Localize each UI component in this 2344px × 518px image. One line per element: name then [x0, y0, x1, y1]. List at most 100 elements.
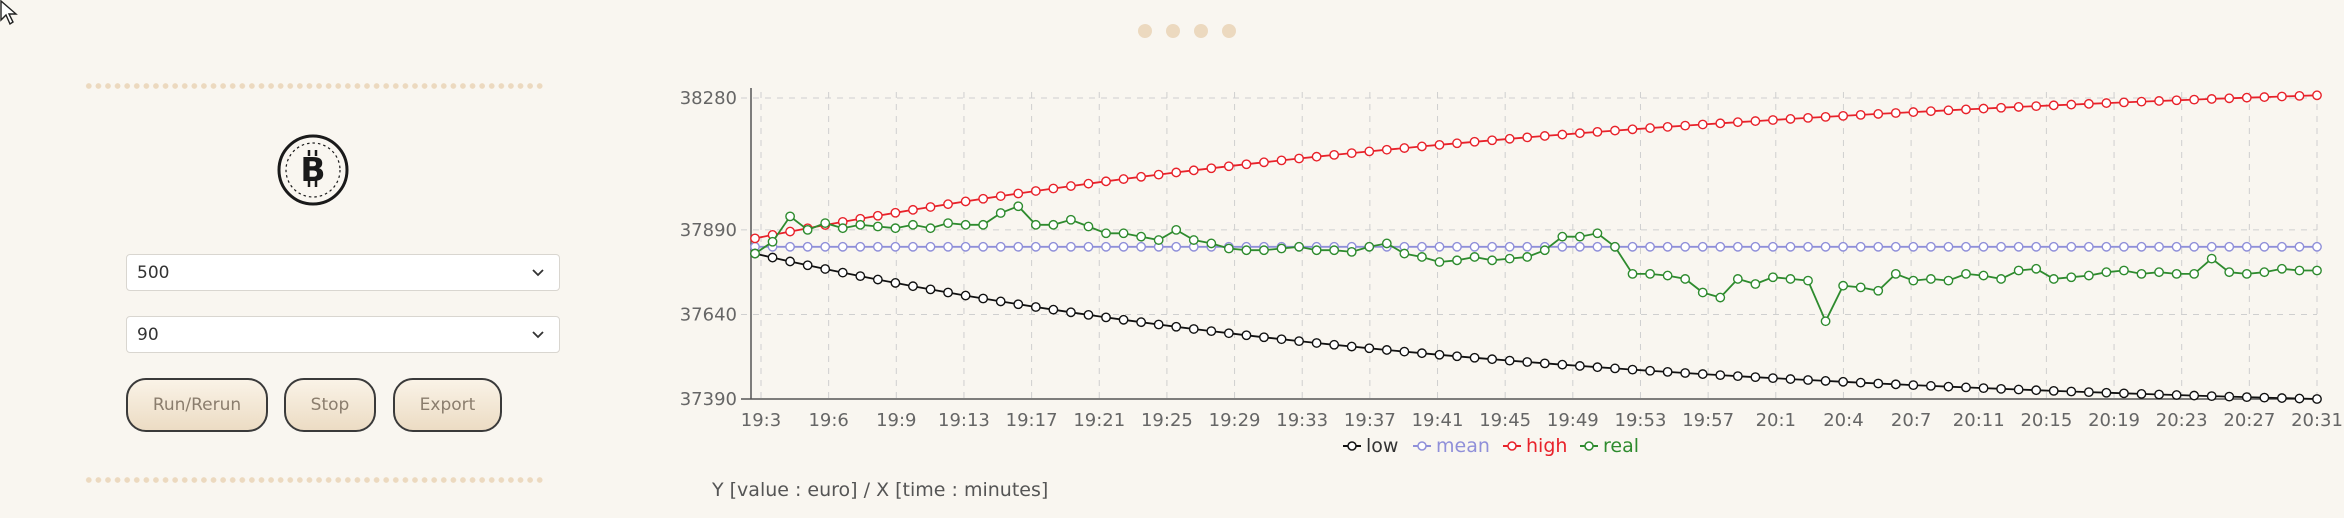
data-point-mean: [1768, 241, 1778, 252]
data-point-real: [1627, 268, 1638, 279]
data-point-low: [1662, 366, 1673, 377]
legend-marker-real: [1584, 441, 1594, 451]
data-point-mean: [2066, 241, 2077, 252]
series-line-high: [754, 94, 2318, 240]
amount-select[interactable]: 500: [126, 254, 560, 291]
data-point-high: [925, 202, 936, 212]
data-point-real: [2101, 267, 2112, 278]
data-point-high: [2119, 97, 2129, 108]
x-tick-label: 20:4: [1823, 410, 1863, 431]
x-tick-label: 19:53: [1615, 410, 1667, 431]
data-point-high: [1276, 155, 1287, 166]
amount-select-value: 500: [137, 262, 170, 283]
data-point-real: [2259, 267, 2270, 278]
data-point-high: [995, 191, 1006, 201]
data-point-high: [1610, 125, 1620, 136]
data-point-low: [1452, 351, 1462, 362]
data-point-real: [855, 219, 866, 230]
data-point-real: [750, 248, 760, 259]
x-tick-label: 20:7: [1891, 410, 1931, 431]
data-point-low: [1574, 361, 1585, 371]
data-point-low: [1346, 341, 1357, 352]
data-point-real: [785, 211, 796, 222]
data-point-mean: [1083, 241, 1094, 252]
pager-dots[interactable]: [1138, 24, 1236, 38]
data-point-high: [1434, 139, 1445, 150]
x-tick-label: 19:33: [1276, 410, 1328, 431]
data-point-mean: [1627, 241, 1638, 252]
period-select[interactable]: 90: [126, 316, 560, 353]
export-button[interactable]: Export: [393, 378, 502, 432]
data-point-real: [1996, 274, 2006, 284]
x-tick-label: 20:1: [1756, 410, 1796, 431]
data-point-high: [1259, 157, 1269, 168]
data-point-mean: [1013, 241, 1024, 252]
data-point-low: [1715, 370, 1726, 381]
data-point-high: [1785, 114, 1796, 124]
data-point-mean: [2031, 241, 2042, 252]
data-point-high: [943, 199, 953, 210]
data-point-mean: [2013, 241, 2024, 252]
data-point-real: [1715, 292, 1726, 303]
chevron-down-icon: [532, 269, 544, 277]
data-point-real: [1645, 268, 1655, 279]
data-point-high: [2224, 93, 2235, 104]
data-point-high: [1241, 159, 1252, 170]
data-point-real: [1785, 274, 1796, 284]
data-point-high: [1153, 169, 1164, 180]
pager-dot[interactable]: [1166, 24, 1180, 38]
data-point-mean: [890, 241, 901, 252]
data-point-real: [2136, 268, 2147, 279]
pager-dot[interactable]: [1194, 24, 1208, 38]
data-point-high: [1627, 124, 1638, 135]
data-point-real: [2224, 267, 2235, 278]
data-point-low: [1785, 374, 1796, 384]
data-point-real: [1925, 274, 1936, 284]
data-point-mean: [2276, 241, 2287, 252]
data-point-low: [1048, 304, 1059, 315]
x-tick-label: 20:19: [2088, 410, 2140, 431]
data-point-high: [1662, 121, 1673, 132]
data-point-mean: [2101, 241, 2112, 252]
x-tick-label: 19:37: [1344, 410, 1396, 431]
run-rerun-button[interactable]: Run/Rerun: [126, 378, 268, 432]
x-tick-label: 19:29: [1209, 410, 1261, 431]
data-point-real: [2206, 253, 2217, 264]
data-point-low: [1294, 336, 1304, 347]
stop-button[interactable]: Stop: [284, 378, 376, 432]
data-point-real: [2119, 265, 2129, 276]
data-point-low: [2101, 387, 2112, 398]
data-point-high: [1539, 131, 1550, 141]
data-point-real: [960, 219, 971, 230]
series-line-real: [754, 205, 2317, 324]
data-point-mean: [1996, 241, 2006, 252]
data-point-high: [2154, 96, 2164, 106]
data-point-real: [1768, 272, 1778, 283]
data-point-real: [995, 208, 1006, 218]
data-point-low: [1153, 319, 1164, 330]
data-point-mean: [1592, 241, 1603, 252]
data-point-low: [1925, 381, 1936, 391]
y-tick-label: 37890: [680, 220, 737, 241]
data-point-mean: [1732, 241, 1743, 252]
data-point-low: [837, 267, 848, 278]
data-point-real: [1346, 246, 1357, 257]
data-point-low: [925, 284, 936, 295]
data-point-high: [2136, 96, 2147, 107]
data-point-high: [1136, 171, 1147, 182]
data-point-low: [1259, 332, 1269, 343]
y-tick-label: 37390: [680, 389, 737, 410]
data-point-high: [1066, 181, 1076, 191]
data-point-high: [960, 196, 971, 207]
data-point-real: [767, 236, 778, 247]
pager-dot[interactable]: [1138, 24, 1152, 38]
data-point-high: [2294, 90, 2305, 101]
data-point-low: [960, 290, 971, 301]
data-point-mean: [2241, 241, 2252, 252]
data-point-high: [1803, 112, 1813, 123]
data-point-real: [943, 218, 953, 229]
pager-dot[interactable]: [1222, 24, 1236, 38]
data-point-real: [1206, 238, 1217, 249]
data-point-low: [1873, 378, 1884, 389]
data-point-mean: [2294, 241, 2305, 252]
